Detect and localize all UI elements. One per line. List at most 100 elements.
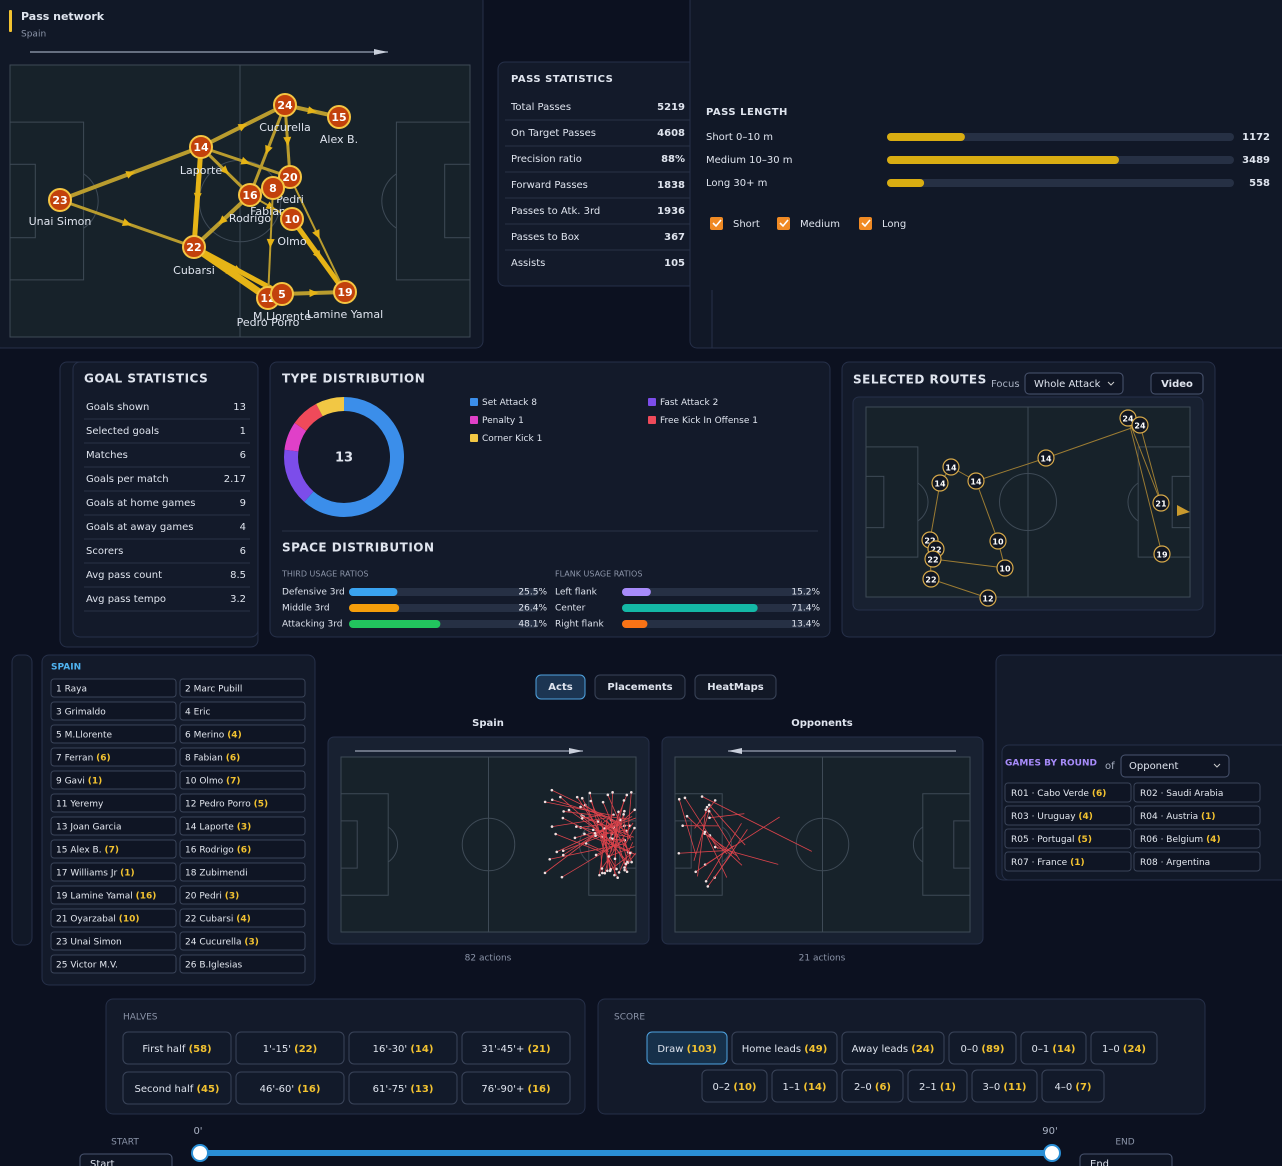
round-chip[interactable] (1133, 805, 1261, 826)
select[interactable] (1079, 1153, 1173, 1166)
player-chip[interactable] (179, 839, 306, 859)
action-point (561, 849, 565, 853)
player-chip[interactable] (50, 931, 177, 951)
name: Set Attack (482, 398, 529, 408)
filter-button[interactable] (907, 1069, 968, 1103)
round-chip[interactable] (1133, 828, 1261, 849)
name: 3 Grimaldo (56, 707, 106, 717)
button-label: 0–1 (14) (1032, 1044, 1076, 1055)
filter-button[interactable] (841, 1031, 945, 1065)
player-chip[interactable] (50, 839, 177, 859)
filter-button[interactable] (1090, 1031, 1158, 1065)
action-point (628, 851, 632, 855)
route-line (1139, 424, 1162, 504)
count: (24) (1123, 1044, 1146, 1055)
player-name: Pedri (276, 193, 304, 206)
round-chip[interactable] (1133, 851, 1261, 872)
filter-button[interactable] (731, 1031, 838, 1065)
checkbox-box[interactable] (859, 217, 872, 230)
button-label: R01 · Cabo Verde (6) (1011, 789, 1106, 799)
checkbox-box[interactable] (710, 217, 723, 230)
player-name: Lamine Yamal (307, 308, 383, 321)
count: (1) (1070, 858, 1085, 868)
filter-button[interactable] (971, 1069, 1038, 1103)
player-chip[interactable] (50, 954, 177, 974)
player-chip[interactable] (179, 724, 306, 744)
filter-button[interactable] (461, 1031, 571, 1065)
donut-segment (284, 422, 307, 452)
player-chip[interactable] (50, 747, 177, 767)
checkbox-box[interactable] (777, 217, 790, 230)
row-label: Center (555, 604, 586, 614)
player-chip[interactable] (179, 954, 306, 974)
tab[interactable] (594, 674, 686, 700)
player-chip[interactable] (50, 885, 177, 905)
round-chip[interactable] (1004, 828, 1132, 849)
checkbox[interactable] (710, 217, 723, 230)
filter-button[interactable] (235, 1031, 345, 1065)
player-chip[interactable] (179, 678, 306, 698)
filter-button[interactable] (461, 1071, 571, 1105)
player-chip[interactable] (50, 816, 177, 836)
round-chip[interactable] (1004, 805, 1132, 826)
filter-button[interactable] (948, 1031, 1017, 1065)
player-number: 14 (193, 141, 209, 154)
filter-button[interactable] (122, 1031, 232, 1065)
name: Second half (135, 1084, 194, 1095)
button-label: 25 Victor M.V. (56, 960, 118, 970)
player-chip[interactable] (50, 908, 177, 928)
checkbox-label: Medium (800, 219, 840, 230)
name: 1–0 (1102, 1044, 1120, 1055)
player-chip[interactable] (50, 793, 177, 813)
player-chip[interactable] (50, 678, 177, 698)
filter-button[interactable] (771, 1069, 838, 1103)
filter-button[interactable] (122, 1071, 232, 1105)
select[interactable] (1120, 754, 1230, 778)
player-chip[interactable] (50, 862, 177, 882)
action-line (580, 806, 622, 825)
player-chip[interactable] (50, 701, 177, 721)
name: Corner Kick (482, 434, 534, 444)
filter-button[interactable] (701, 1069, 768, 1103)
name: 76'-90'+ (481, 1084, 524, 1095)
player-chip[interactable] (179, 908, 306, 928)
button[interactable] (1150, 372, 1204, 395)
round-chip[interactable] (1004, 782, 1132, 803)
tab[interactable] (535, 674, 586, 700)
select[interactable] (79, 1153, 173, 1166)
filter-button[interactable] (1020, 1031, 1087, 1065)
round-chip[interactable] (1133, 782, 1261, 803)
filter-button[interactable] (348, 1031, 458, 1065)
filter-button[interactable] (646, 1031, 728, 1065)
player-chip[interactable] (179, 701, 306, 721)
player-chip[interactable] (179, 793, 306, 813)
tab[interactable] (694, 674, 777, 700)
value-label: 26.4% (518, 604, 547, 614)
group-title: THIRD USAGE RATIOS (281, 570, 368, 579)
name: 2–1 (919, 1082, 937, 1093)
player-chip[interactable] (179, 885, 306, 905)
slider-handle[interactable] (191, 1144, 209, 1162)
button-label: Draw (103) (657, 1044, 716, 1055)
select[interactable] (1024, 372, 1124, 395)
count: (3) (244, 937, 259, 947)
name: Home leads (742, 1044, 801, 1055)
player-chip[interactable] (50, 724, 177, 744)
slider-handle[interactable] (1043, 1144, 1061, 1162)
player-chip[interactable] (50, 770, 177, 790)
filter-button[interactable] (235, 1071, 345, 1105)
checkbox[interactable] (777, 217, 790, 230)
player-chip[interactable] (179, 816, 306, 836)
button-label: R07 · France (1) (1011, 858, 1085, 868)
player-chip[interactable] (179, 770, 306, 790)
player-chip[interactable] (179, 931, 306, 951)
player-chip[interactable] (179, 747, 306, 767)
checkbox[interactable] (859, 217, 872, 230)
pass-arrow (307, 106, 317, 115)
round-chip[interactable] (1004, 851, 1132, 872)
filter-button[interactable] (1041, 1069, 1105, 1103)
filter-button[interactable] (348, 1071, 458, 1105)
player-chip[interactable] (179, 862, 306, 882)
filter-button[interactable] (841, 1069, 904, 1103)
title: PASS LENGTH (706, 107, 788, 118)
